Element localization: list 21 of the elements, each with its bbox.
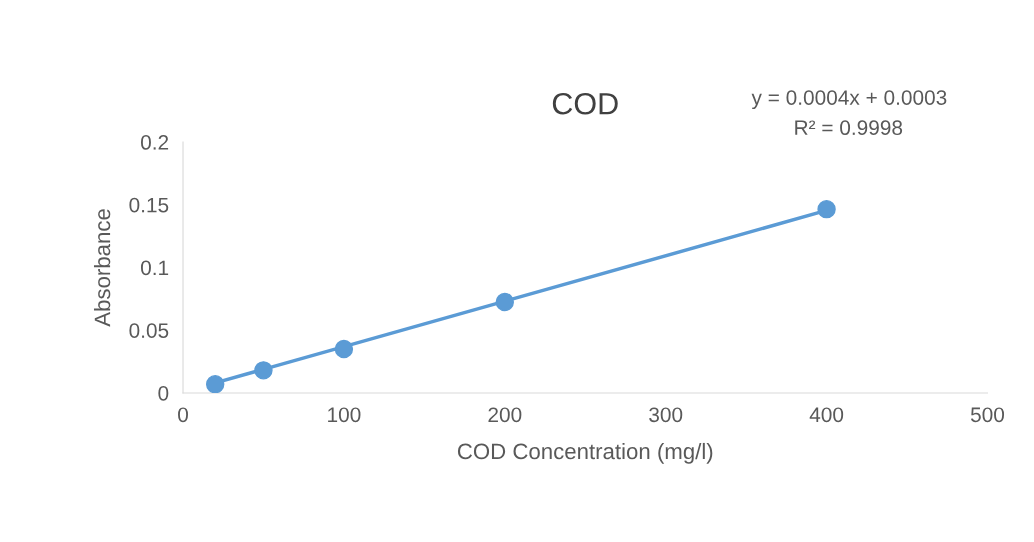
y-tick-label: 0.1 xyxy=(140,260,169,276)
text: y = 0.0004x + 0.0003 xyxy=(751,90,947,110)
point xyxy=(205,374,225,393)
point xyxy=(254,361,273,380)
x-tick-label: 0 xyxy=(178,407,188,423)
y-tick-label: 0.15 xyxy=(129,197,169,213)
y-tick-label: 0.05 xyxy=(129,323,169,338)
point xyxy=(334,339,354,359)
x-tick-label: 300 xyxy=(649,407,683,423)
x-tick-label: 400 xyxy=(809,407,844,423)
x-axis-title: COD Concentration (mg/l) xyxy=(457,442,713,464)
x-tick-label: 200 xyxy=(488,407,522,423)
point xyxy=(817,199,836,219)
y-tick-label: 0.2 xyxy=(140,135,169,150)
text: R² = 0.9998 xyxy=(795,120,903,136)
point xyxy=(495,292,514,312)
x-tick-label: 100 xyxy=(328,407,361,423)
x-tick-label: 500 xyxy=(970,407,1005,423)
y-axis-title: Absorbance xyxy=(93,209,111,327)
chart-title: COD xyxy=(552,92,618,115)
y-tick-label: 0 xyxy=(158,385,169,401)
